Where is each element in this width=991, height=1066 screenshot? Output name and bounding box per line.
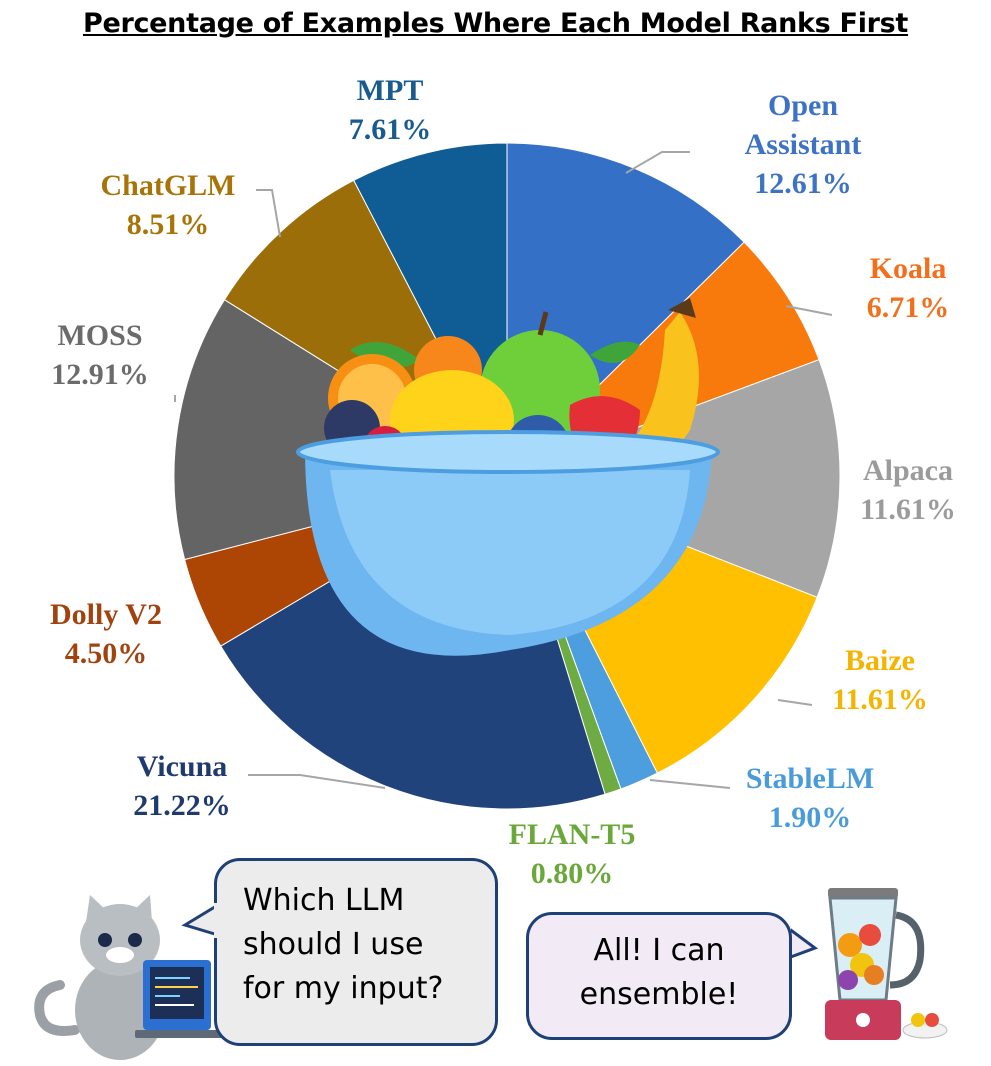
bubble-line: All! I can: [593, 933, 725, 968]
slice-name-label: MOSS: [57, 319, 142, 352]
fruit-bowl-illustration: [296, 298, 720, 656]
bubble-line: Which LLM: [243, 883, 405, 918]
slice-name-label: Baize: [845, 644, 915, 677]
bubble-line: ensemble!: [579, 977, 739, 1012]
slice-name-label: Alpaca: [863, 454, 953, 487]
slice-name-label: Koala: [870, 252, 947, 285]
blender-illustration: [825, 888, 948, 1040]
slice-value-label: 4.50%: [65, 637, 148, 670]
bubble-line: should I use: [243, 927, 424, 962]
slice-value-label: 7.61%: [349, 113, 432, 146]
leader-line: [248, 774, 386, 789]
slice-value-label: 12.91%: [51, 358, 149, 391]
slice-name-label: Assistant: [745, 128, 862, 161]
slice-name-label: ChatGLM: [101, 169, 236, 202]
slice-value-label: 21.22%: [133, 789, 231, 822]
leader-line: [625, 151, 690, 174]
leader-line: [785, 305, 833, 316]
slice-name-label: Open: [768, 89, 838, 122]
cat-with-laptop-illustration: [34, 895, 223, 1060]
slice-value-label: 12.61%: [754, 167, 852, 200]
leaf-icon: [350, 342, 420, 368]
slice-value-label: 11.61%: [860, 493, 956, 526]
slice-name-label: MPT: [357, 74, 424, 107]
slice-value-label: 6.71%: [867, 291, 950, 324]
slice-value-label: 11.61%: [832, 683, 928, 716]
bubble-line: for my input?: [243, 971, 444, 1006]
slice-name-label: StableLM: [746, 762, 874, 795]
slice-name-label: Vicuna: [137, 750, 228, 783]
slice-name-label: Dolly V2: [50, 598, 162, 631]
banana-icon: [620, 312, 699, 460]
leader-line: [649, 779, 731, 789]
slice-value-label: 1.90%: [769, 801, 852, 834]
slice-value-label: 8.51%: [127, 208, 210, 241]
answer-bubble: All! I can ensemble!: [526, 912, 792, 1040]
chart-title: Percentage of Examples Where Each Model …: [82, 8, 909, 39]
leaf-icon: [590, 341, 640, 363]
leader-line: [777, 699, 813, 706]
question-bubble: Which LLM should I use for my input?: [214, 858, 498, 1046]
leader-line: [256, 189, 281, 238]
slice-value-label: 0.80%: [531, 857, 614, 890]
slice-name-label: FLAN-T5: [509, 818, 636, 851]
